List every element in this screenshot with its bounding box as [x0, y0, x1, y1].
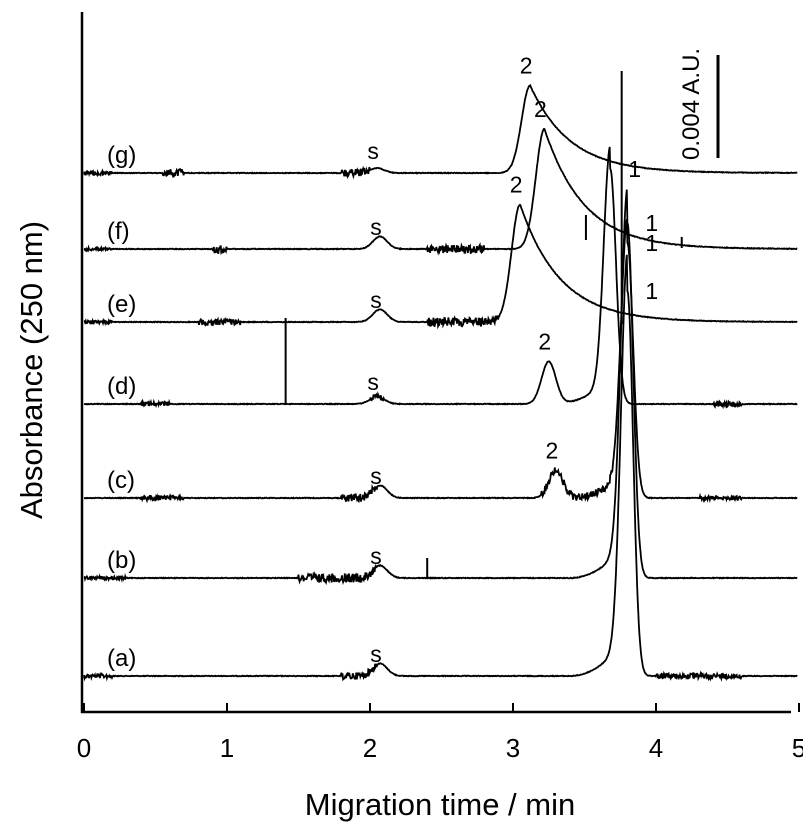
trace-name-label: (b) [107, 547, 136, 574]
peak-label: 1 [645, 278, 658, 304]
peak-label: 1 [645, 230, 658, 256]
x-tick-label: 0 [77, 733, 91, 763]
trace-line [83, 146, 798, 410]
y-axis-title: Absorbance (250 nm) [14, 221, 49, 519]
trace-name-label: (c) [107, 467, 135, 494]
trace-name-label: (f) [107, 218, 130, 245]
peak-label: 2 [510, 172, 523, 198]
trace-name-label: (e) [107, 291, 136, 318]
x-tick-label: 5 [792, 733, 803, 763]
trace-name-label: (d) [107, 373, 136, 400]
trace-name-label: (a) [107, 645, 136, 672]
peak-label: s [370, 463, 382, 489]
trace-line [83, 218, 798, 504]
peak-label: s [367, 138, 379, 164]
peak-label: 2 [520, 53, 533, 79]
x-tick-label: 2 [363, 733, 377, 763]
trace-name-label: (g) [107, 142, 136, 169]
trace-line [83, 254, 798, 682]
peak-label: 1 [645, 210, 658, 236]
trace-line [83, 189, 798, 586]
peak-label: s [370, 543, 382, 569]
x-tick-label: 4 [649, 733, 663, 763]
scale-bar-label: 0.004 A.U. [678, 48, 705, 160]
x-axis-title: Migration time / min [305, 787, 575, 822]
axes [80, 12, 791, 714]
peak-label: s [367, 369, 379, 395]
x-tick-label: 1 [220, 733, 234, 763]
trace-line [83, 203, 798, 330]
chromatogram-traces [83, 71, 798, 682]
trace-line [83, 127, 798, 256]
peak-label: 1 [628, 156, 641, 182]
peak-label: 2 [546, 438, 559, 464]
trace-line [83, 83, 798, 180]
peak-label: s [370, 214, 382, 240]
peak-label: 2 [538, 329, 551, 355]
x-ticks: 0 1 2 3 4 5 [77, 703, 803, 763]
x-tick-label: 3 [506, 733, 520, 763]
trace-labels: (a) s 1 (b) s 1 (c) s 2 1 (d) s 2 1 (e) s 2 (f) s 2 (g) s 2 [107, 53, 658, 673]
peak-label: s [370, 641, 382, 667]
peak-label: 2 [534, 96, 547, 122]
peak-label: s [370, 287, 382, 313]
